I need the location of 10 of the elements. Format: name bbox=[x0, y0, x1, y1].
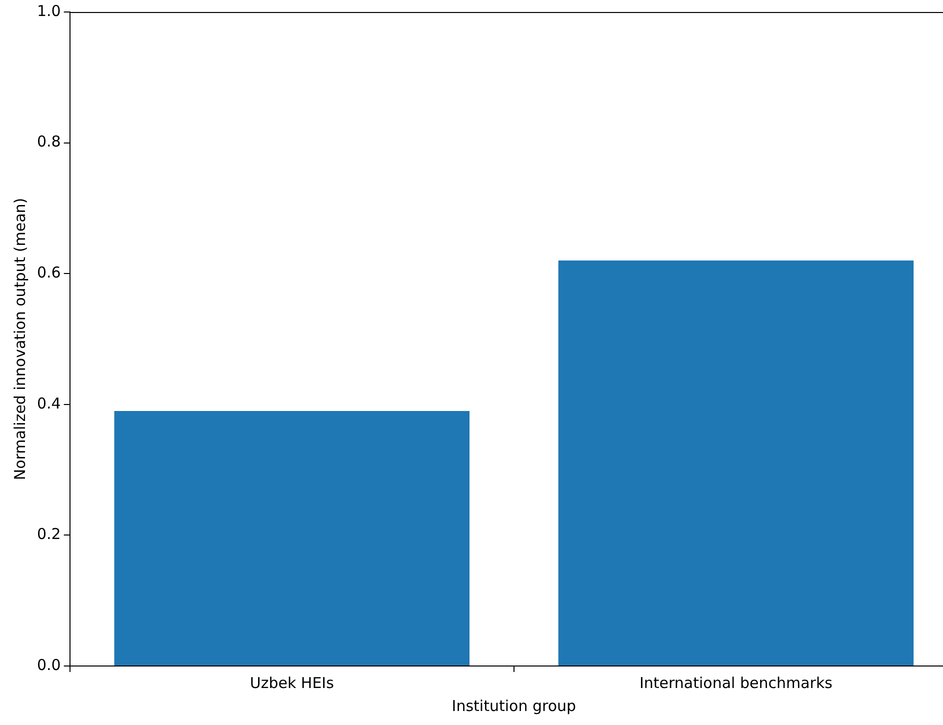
y-tick-label: 1.0 bbox=[36, 2, 61, 20]
x-tick-label: Uzbek HEIs bbox=[250, 674, 334, 692]
y-tick-label: 0.2 bbox=[36, 525, 61, 544]
y-axis-title: Normalized innovation output (mean) bbox=[10, 198, 29, 480]
x-tick-label: International benchmarks bbox=[639, 674, 833, 692]
y-tick-label: 0.6 bbox=[36, 263, 61, 282]
y-tick-label: 0.4 bbox=[36, 394, 61, 412]
y-tick-label: 0.0 bbox=[36, 656, 61, 674]
y-tick-label: 0.8 bbox=[36, 132, 61, 151]
x-axis-title: Institution group bbox=[452, 696, 576, 715]
